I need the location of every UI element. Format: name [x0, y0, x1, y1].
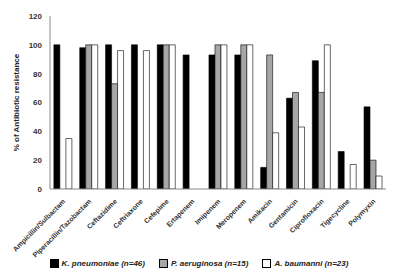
svg-text:Ciprofloxacin: Ciprofloxacin: [288, 198, 325, 235]
svg-text:Cefepime: Cefepime: [142, 197, 170, 225]
svg-text:Tigecycline: Tigecycline: [319, 198, 352, 231]
svg-text:Polymyxin: Polymyxin: [347, 198, 377, 228]
svg-text:100: 100: [29, 41, 43, 50]
svg-text:Piperacillin/Tazobactam: Piperacillin/Tazobactam: [31, 198, 93, 260]
html-text:P. aeruginosa (n=15): P. aeruginosa (n=15): [171, 259, 249, 268]
svg-text:120: 120: [29, 12, 43, 21]
svg-text:40: 40: [33, 127, 42, 136]
svg-text:Imipenem: Imipenem: [193, 197, 222, 226]
svg-text:20: 20: [33, 156, 42, 165]
svg-text:Meropenem: Meropenem: [215, 198, 248, 231]
svg-text:0: 0: [38, 185, 43, 194]
svg-text:% of Antibiotic resistance: % of Antibiotic resistance: [12, 53, 21, 151]
html-text:A. baumanni (n=23): A. baumanni (n=23): [274, 259, 349, 268]
svg-text:Gentamicin: Gentamicin: [267, 197, 300, 230]
svg-text:Ceftazidime: Ceftazidime: [85, 197, 119, 231]
svg-text:80: 80: [33, 70, 42, 79]
svg-text:Ertapenem: Ertapenem: [165, 198, 196, 229]
svg-text:Ampicillin/Sulbactam: Ampicillin/Sulbactam: [11, 197, 67, 253]
svg-text:Amikacin: Amikacin: [246, 198, 273, 225]
svg-text:Ceftriaxone: Ceftriaxone: [112, 198, 144, 230]
html-text:K. pneumoniae (n=46): K. pneumoniae (n=46): [61, 259, 145, 268]
svg-text:60: 60: [33, 98, 42, 107]
